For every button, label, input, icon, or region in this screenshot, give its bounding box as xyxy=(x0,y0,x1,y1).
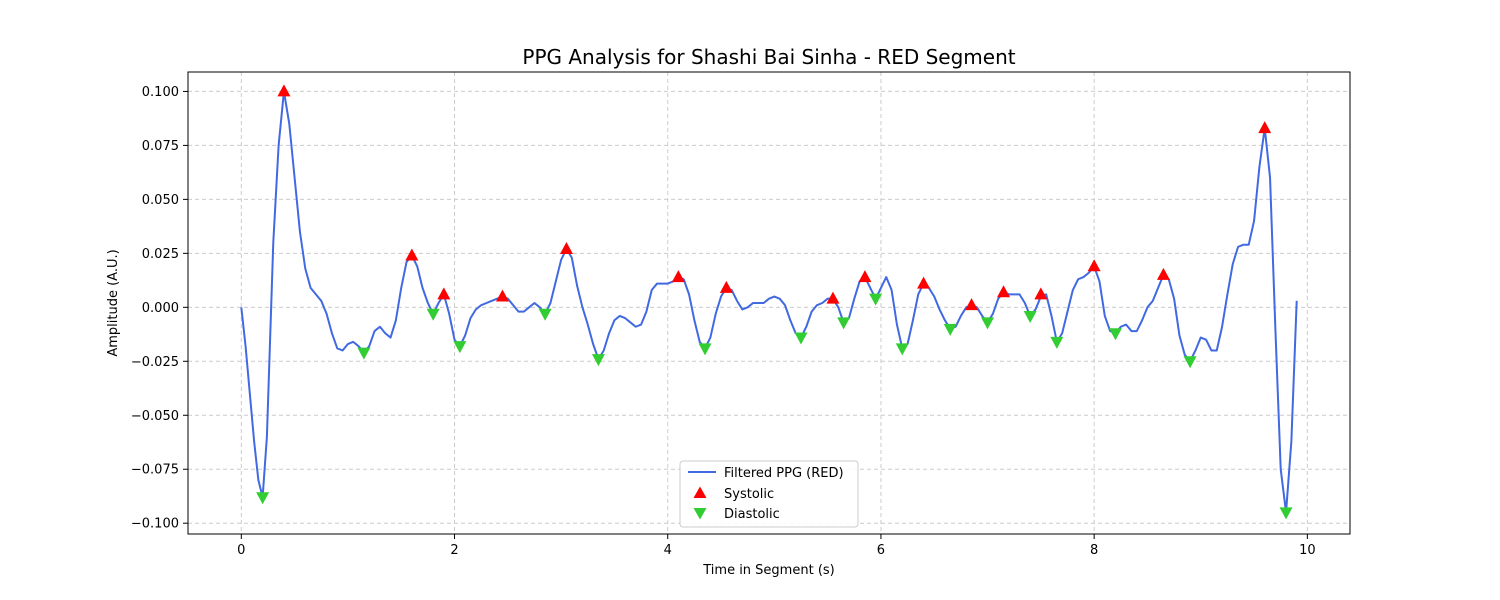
systolic-marker xyxy=(405,248,419,261)
grid xyxy=(188,72,1350,534)
legend-label-diastolic: Diastolic xyxy=(724,507,780,522)
systolic-marker xyxy=(1258,121,1272,134)
systolic-marker xyxy=(671,270,685,283)
x-tick-label: 8 xyxy=(1090,543,1098,558)
diastolic-marker xyxy=(256,492,270,505)
systolic-marker xyxy=(1034,287,1048,300)
legend-diastolic-marker xyxy=(693,508,707,520)
diastolic-marker xyxy=(538,308,552,321)
diastolic-marker xyxy=(426,308,440,321)
systolic-marker xyxy=(1087,259,1101,272)
systolic-marker xyxy=(437,287,451,300)
diastolic-marker xyxy=(869,293,883,306)
diastolic-marker xyxy=(981,317,995,330)
systolic-marker xyxy=(917,276,931,289)
ppg-line xyxy=(240,90,1298,514)
y-tick-label: 0.075 xyxy=(142,139,179,154)
legend-label-systolic: Systolic xyxy=(724,487,774,502)
diastolic-marker xyxy=(1183,356,1197,369)
series-line-layer xyxy=(240,90,1298,514)
plot-frame xyxy=(187,71,1351,535)
y-tick-label: 0.000 xyxy=(142,301,179,316)
x-tick-label: 10 xyxy=(1299,543,1316,558)
diastolic-marker xyxy=(453,341,467,354)
systolic-marker xyxy=(719,280,733,293)
systolic-marker xyxy=(1156,267,1170,280)
x-tick-label: 6 xyxy=(877,543,885,558)
y-tick-label: −0.100 xyxy=(131,517,179,532)
systolic-marker xyxy=(858,270,872,283)
diastolic-marker xyxy=(1023,310,1037,323)
diastolic-marker xyxy=(794,332,808,345)
systolic-marker xyxy=(277,84,291,97)
systolic-marker xyxy=(495,289,509,302)
chart-title: PPG Analysis for Shashi Bai Sinha - RED … xyxy=(522,45,1015,69)
ticks: 0 2 4 6 8 10 0.100 0.075 0.050 0.025 0.000 −0.025 −0… xyxy=(131,85,1316,558)
x-tick-label: 0 xyxy=(237,543,245,558)
systolic-marker xyxy=(997,285,1011,298)
legend-box xyxy=(679,460,859,528)
y-tick-label: −0.025 xyxy=(131,355,179,370)
diastolic-marker xyxy=(357,347,371,360)
y-tick-label: 0.025 xyxy=(142,247,179,262)
diastolic-marker xyxy=(1050,336,1064,349)
y-tick-label: 0.050 xyxy=(142,193,179,208)
diastolic-marker xyxy=(591,354,605,367)
systolic-marker xyxy=(965,298,979,311)
diastolic-marker xyxy=(698,343,712,356)
legend-systolic-marker xyxy=(693,486,707,498)
diastolic-marker xyxy=(1279,507,1293,520)
x-tick-label: 2 xyxy=(450,543,458,558)
x-tick-label: 4 xyxy=(664,543,672,558)
systolic-marker xyxy=(559,242,573,255)
diastolic-marker xyxy=(837,317,851,330)
marker-layer xyxy=(256,84,1293,520)
systolic-marker xyxy=(826,291,840,304)
legend-label-filtered: Filtered PPG (RED) xyxy=(724,466,844,481)
y-axis-label: Amplitude (A.U.) xyxy=(106,249,121,356)
y-tick-label: 0.100 xyxy=(142,85,179,100)
diastolic-marker xyxy=(943,323,957,336)
y-tick-label: −0.050 xyxy=(131,409,179,424)
diastolic-marker xyxy=(895,343,909,356)
legend: Filtered PPG (RED) Systolic Diastolic xyxy=(679,460,859,528)
diastolic-marker xyxy=(1108,328,1122,341)
y-tick-label: −0.075 xyxy=(131,463,179,478)
x-axis-label: Time in Segment (s) xyxy=(702,563,834,578)
